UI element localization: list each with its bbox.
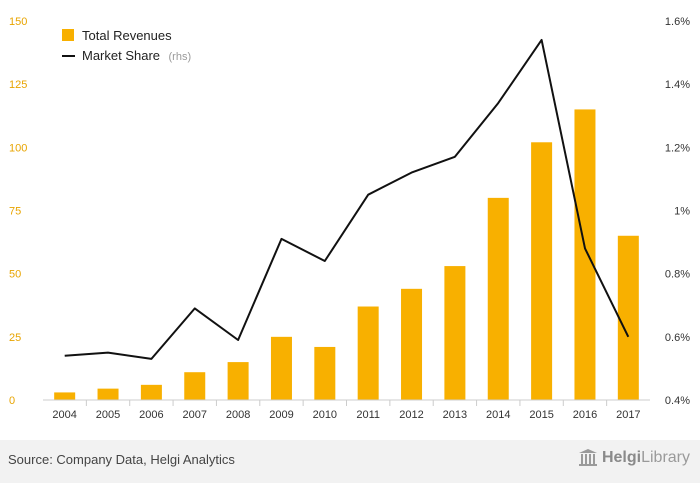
library-building-icon (578, 449, 597, 466)
revenue-bar-2013 (444, 266, 466, 400)
x-ticks-group: 2004 2005 2006 2007 2008 2009 2010 2011 2012 2013… (52, 400, 641, 421)
x-tick-label: 2006 (139, 409, 163, 421)
x-tick-label: 2015 (529, 409, 553, 421)
legend: Total Revenues Market Share (rhs) (62, 28, 191, 64)
y-left-tick-label: 0 (9, 395, 15, 407)
x-tick-label: 2011 (356, 409, 380, 421)
y-left-tick-label: 25 (9, 332, 21, 344)
y-right-tick-label: 0.4% (665, 395, 690, 407)
x-tick-label: 2007 (183, 409, 207, 421)
revenue-bar-2010 (314, 346, 336, 400)
y-right-tick-label: 1.2% (665, 142, 690, 154)
y-left-tick-label: 75 (9, 206, 21, 218)
revenue-bar-2007 (184, 372, 206, 400)
x-tick-label: 2017 (616, 409, 640, 421)
x-tick-label: 2009 (269, 409, 293, 421)
x-tick-label: 2013 (443, 409, 467, 421)
x-tick-label: 2016 (573, 409, 597, 421)
revenue-bar-2008 (227, 362, 249, 400)
y-right-tick-label: 0.6% (665, 332, 690, 344)
logo-part2: Library (641, 449, 690, 466)
chart: 2004 2005 2006 2007 2008 2009 2010 2011 2012 2013… (9, 16, 690, 421)
market-share-line (64, 38, 630, 360)
revenue-bar-2009 (270, 336, 292, 400)
y-left-tick-label: 125 (9, 79, 27, 91)
revenue-bar-2015 (531, 142, 553, 400)
logo-wordmark: HelgiLibrary (602, 449, 690, 467)
y-left-tick-label: 100 (9, 142, 27, 154)
x-tick-label: 2008 (226, 409, 250, 421)
revenue-bar-2017 (617, 235, 639, 400)
legend-label-share-group: Market Share (rhs) (82, 47, 191, 64)
legend-label-revenues: Total Revenues (82, 28, 172, 43)
y-left-tick-label: 150 (9, 16, 27, 28)
y-right-tick-label: 0.8% (665, 269, 690, 281)
y-right-tick-label: 1.4% (665, 79, 690, 91)
revenue-bar-2004 (54, 392, 76, 400)
revenue-bar-2016 (574, 109, 596, 400)
y-ticks-left-group: 0 25 50 75 100 125 150 (9, 16, 27, 407)
x-tick-label: 2012 (399, 409, 423, 421)
source-note: Source: Company Data, Helgi Analytics (8, 452, 235, 467)
x-tick-label: 2014 (486, 409, 510, 421)
x-tick-label: 2004 (52, 409, 76, 421)
logo-part1: Helgi (601, 449, 642, 466)
y-right-tick-label: 1% (674, 206, 690, 218)
revenue-bar-2006 (140, 384, 162, 400)
legend-label-share: Market Share (82, 48, 160, 63)
y-right-tick-label: 1.6% (665, 16, 690, 28)
helgi-library-logo: HelgiLibrary (578, 449, 690, 467)
revenue-bar-2014 (487, 197, 509, 400)
x-tick-label: 2010 (313, 409, 337, 421)
legend-swatch-revenues (62, 29, 74, 41)
y-ticks-right-group: 0.4% 0.6% 0.8% 1% 1.2% 1.4% 1.6% (665, 16, 690, 407)
bars-group (54, 109, 639, 400)
y-left-tick-label: 50 (9, 269, 21, 281)
revenue-bar-2011 (357, 306, 379, 400)
legend-label-share-suffix: (rhs) (169, 51, 192, 63)
revenue-bar-2005 (97, 388, 119, 400)
x-tick-label: 2005 (96, 409, 120, 421)
footer: Source: Company Data, Helgi Analytics He… (0, 440, 700, 483)
revenue-bar-2012 (401, 288, 423, 400)
